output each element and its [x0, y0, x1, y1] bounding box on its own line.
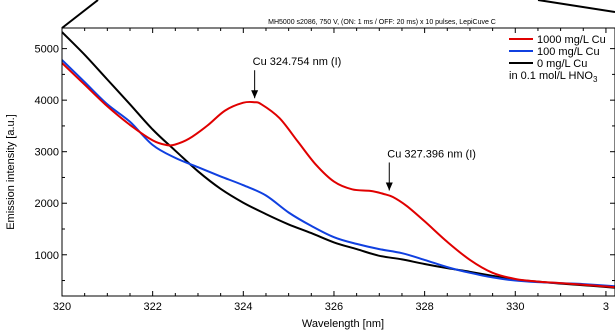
legend-label: 100 mg/L Cu	[537, 46, 600, 58]
x-tick-label: 324	[234, 301, 252, 313]
axis-ticks: 320 322 324 326 328 330 3 1000 2000 3000 4000 5000	[35, 28, 615, 313]
series-line-0	[62, 62, 615, 289]
series-line-1	[62, 59, 615, 288]
legend-label: 0 mg/L Cu	[537, 58, 587, 70]
x-tick-label: 320	[53, 301, 71, 313]
legend-label: 1000 mg/L Cu	[537, 34, 606, 46]
y-tick-label: 4000	[35, 95, 59, 107]
annotation-label: Cu 324.754 nm (I)	[253, 56, 342, 68]
decor-line-left	[61, 0, 99, 29]
annotation-arrowhead	[251, 90, 259, 99]
decor-line-right	[537, 0, 615, 13]
plot-area	[62, 31, 615, 289]
annotations: Cu 324.754 nm (I) Cu 327.396 nm (I)	[251, 56, 476, 191]
annotation-label: Cu 327.396 nm (I)	[387, 148, 476, 160]
y-tick-label: 3000	[35, 147, 59, 159]
plot-frame	[61, 27, 615, 297]
annotation-arrowhead	[385, 182, 393, 191]
legend-note: in 0.1 mol/L HNO3	[509, 70, 598, 84]
x-tick-label: 326	[325, 301, 343, 313]
x-axis-label: Wavelength [nm]	[302, 318, 384, 330]
y-tick-label: 1000	[35, 250, 59, 262]
x-tick-label: 3	[603, 301, 609, 313]
y-tick-label: 5000	[35, 44, 59, 56]
y-axis-label: Emission intensity [a.u.]	[5, 114, 17, 230]
x-tick-label: 330	[506, 301, 524, 313]
chart-subtitle: MH5000 s2086, 750 V, (ON: 1 ms / OFF: 20…	[268, 19, 496, 26]
x-tick-label: 322	[143, 301, 161, 313]
x-tick-label: 328	[415, 301, 433, 313]
y-tick-label: 2000	[35, 198, 59, 210]
decor	[61, 0, 615, 29]
